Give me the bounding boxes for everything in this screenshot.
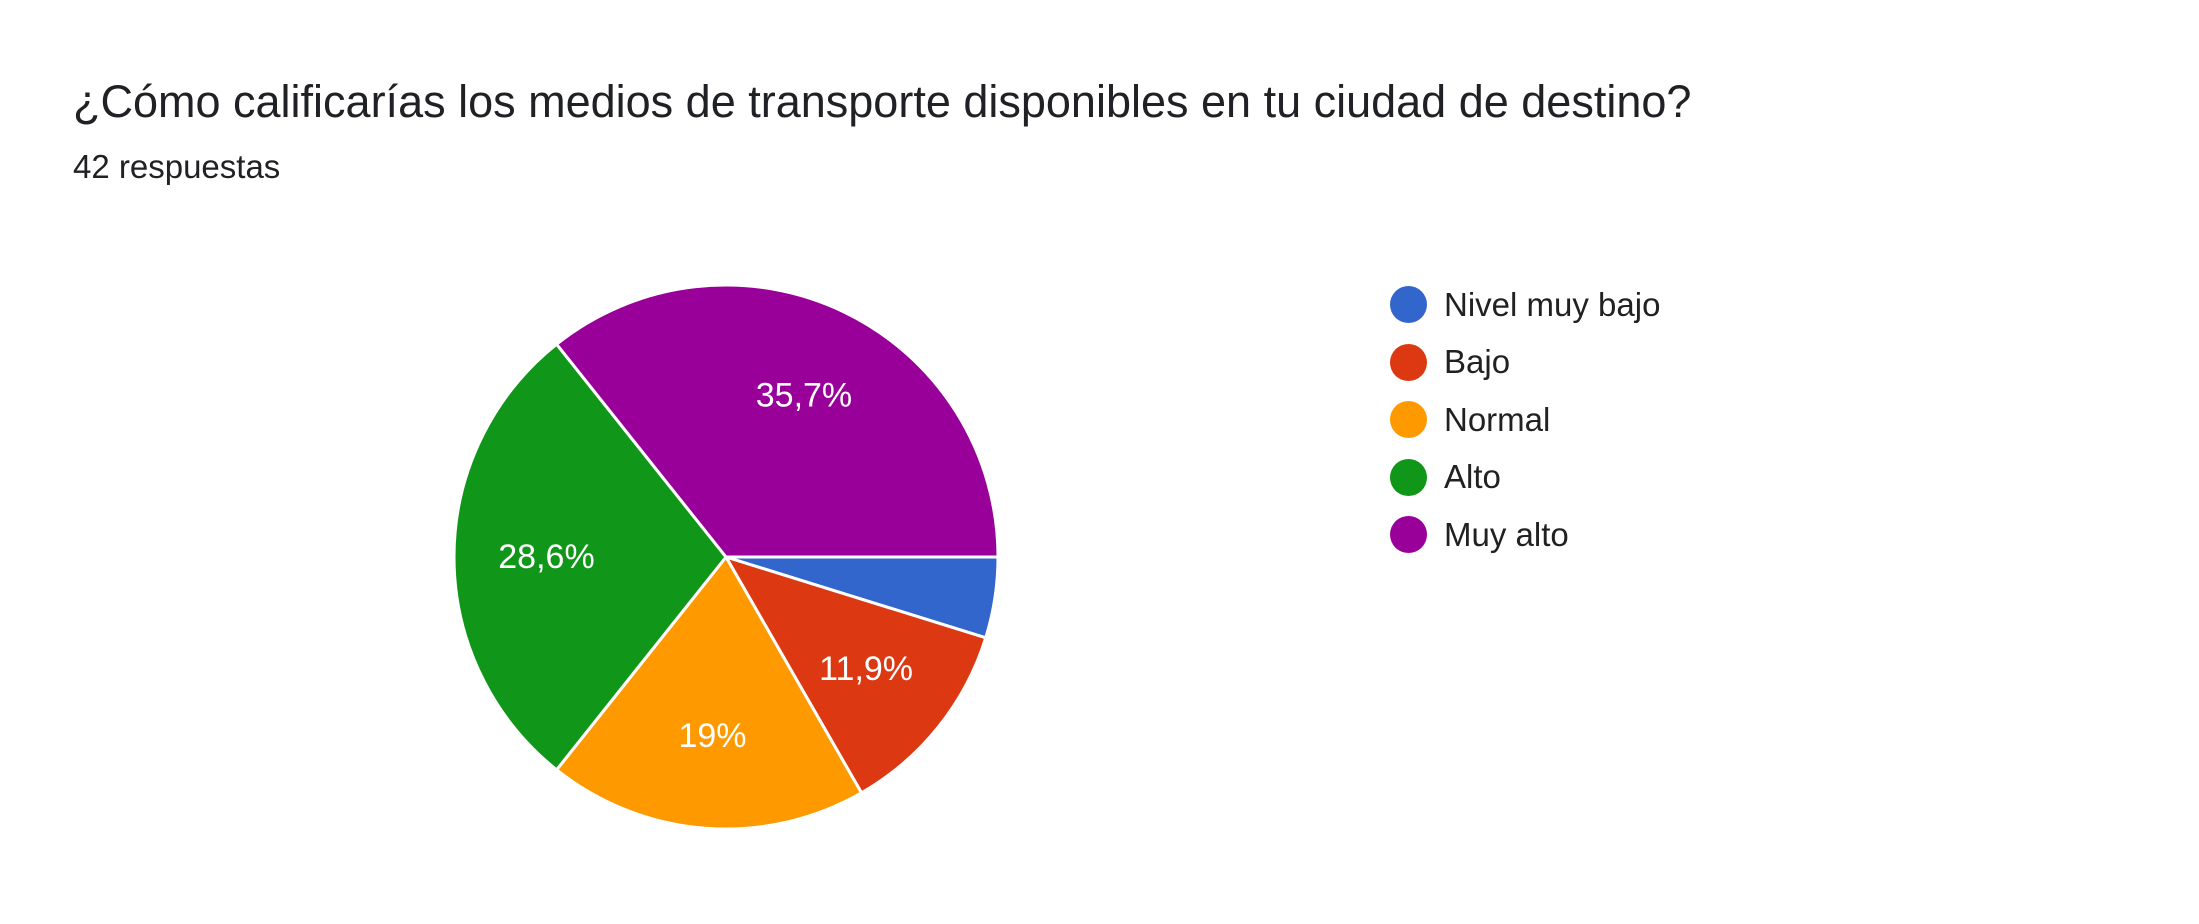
legend-swatch	[1390, 458, 1427, 496]
legend-item-bajo[interactable]: Bajo	[1390, 334, 1660, 392]
legend-label: Muy alto	[1444, 515, 1569, 553]
legend-item-alto[interactable]: Alto	[1390, 449, 1660, 507]
legend-label: Normal	[1444, 400, 1551, 438]
pie-value-label: 11,9%	[819, 650, 913, 688]
pie-slice-alto[interactable]	[452, 342, 728, 772]
chart-legend: Nivel muy bajo Bajo Normal Alto Muy alto	[1390, 276, 1660, 564]
pie-value-label: 19%	[678, 717, 746, 755]
legend-swatch	[1390, 286, 1427, 324]
chart-title: ¿Cómo calificarías los medios de transpo…	[73, 76, 1692, 127]
pie-slices	[452, 283, 1000, 831]
pie-slice-normal[interactable]	[555, 555, 864, 831]
legend-label: Bajo	[1444, 343, 1511, 381]
legend-swatch	[1390, 401, 1427, 439]
legend-item-normal[interactable]: Normal	[1390, 391, 1660, 449]
legend-label: Nivel muy bajo	[1444, 285, 1661, 323]
legend-label: Alto	[1444, 458, 1501, 496]
response-count: 42 respuestas	[73, 148, 281, 185]
legend-item-muy-alto[interactable]: Muy alto	[1390, 506, 1660, 564]
pie-value-label: 35,7%	[756, 376, 852, 414]
pie-labels: 11,9% 19% 28,6% 35,7%	[498, 376, 913, 755]
legend-swatch	[1390, 516, 1427, 554]
legend-swatch	[1390, 343, 1427, 381]
pie-value-label: 28,6%	[498, 538, 594, 576]
pie-slice-muy-alto[interactable]	[555, 283, 1000, 559]
pie-slice-bajo[interactable]	[724, 555, 988, 795]
legend-item-nivel-muy-bajo[interactable]: Nivel muy bajo	[1390, 276, 1660, 334]
